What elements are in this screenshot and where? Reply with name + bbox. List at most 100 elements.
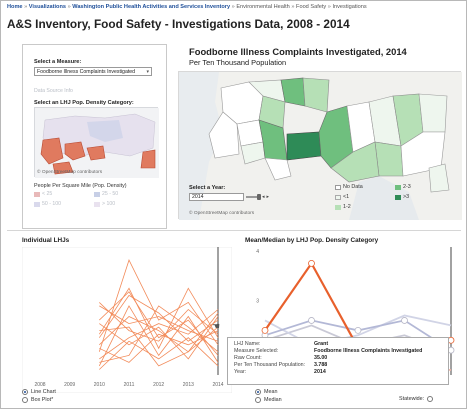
radio-icon[interactable] xyxy=(427,396,434,402)
hover-tooltip: LHJ Name: Grant Measure Selected: Foodbo… xyxy=(227,337,449,385)
tooltip-value: Foodborne Illness Complaints Investigate… xyxy=(314,348,423,354)
choropleth-svg xyxy=(179,72,462,220)
density-region-selected[interactable] xyxy=(40,137,64,165)
legend-swatch xyxy=(335,184,341,190)
density-point[interactable] xyxy=(308,259,315,267)
density-legend-item[interactable]: 25 - 50 xyxy=(94,191,118,197)
y-tick-label: 3 xyxy=(256,299,259,305)
tooltip-row: Measure Selected: Foodborne Illness Comp… xyxy=(234,348,442,355)
county-region[interactable] xyxy=(330,141,380,183)
legend-swatch xyxy=(395,184,401,190)
breadcrumb-inventory[interactable]: Washington Public Health Activities and … xyxy=(72,4,231,10)
radio-icon[interactable] xyxy=(22,389,28,395)
tooltip-value: Grant xyxy=(314,341,329,347)
lines-options: Line Chart Box Plot* xyxy=(22,389,56,403)
lhj-line-chart[interactable]: 2008 2009 2010 2011 2012 2013 2014 xyxy=(22,247,232,393)
density-region-selected[interactable] xyxy=(64,141,86,161)
legend-label: <1 xyxy=(343,194,350,200)
tooltip-row: Year: 2014 xyxy=(234,369,442,376)
lhj-series-line[interactable] xyxy=(98,294,219,342)
lhj-series-line[interactable] xyxy=(98,259,219,352)
density-legend-item[interactable]: < 25 xyxy=(34,191,52,197)
county-region[interactable] xyxy=(374,141,404,177)
chevron-down-icon: ▾ xyxy=(146,68,149,75)
density-legend-item[interactable]: > 100 xyxy=(94,201,115,207)
map-legend-item[interactable]: No Data xyxy=(335,184,363,190)
breadcrumb-separator: » xyxy=(327,4,331,10)
density-point[interactable] xyxy=(354,326,362,334)
density-region-selected[interactable] xyxy=(86,145,106,161)
option-box-plot[interactable]: Box Plot* xyxy=(22,397,56,403)
lhj-series-line[interactable] xyxy=(99,316,219,360)
density-region-selected[interactable] xyxy=(140,149,156,169)
option-label: Box Plot* xyxy=(31,397,54,403)
lhj-series-line[interactable] xyxy=(99,330,219,363)
lhj-series-line[interactable] xyxy=(98,287,219,350)
density-point[interactable] xyxy=(308,317,315,324)
option-median[interactable]: Median xyxy=(255,397,282,403)
choropleth-map[interactable]: Select a Year: 2014 ◂ ▸ © OpenStreetMap … xyxy=(178,71,462,220)
year-selector: Select a Year: 2014 ◂ ▸ xyxy=(189,185,269,201)
density-series-line[interactable] xyxy=(264,314,452,347)
breadcrumb-separator: » xyxy=(24,4,28,10)
breadcrumb-environmental-health: Environmental Health xyxy=(236,4,290,10)
option-label: Median xyxy=(264,397,282,403)
county-region[interactable] xyxy=(236,119,264,147)
option-mean[interactable]: Mean xyxy=(255,389,282,395)
county-region[interactable] xyxy=(208,111,240,159)
statewide-toggle[interactable]: Statewide: xyxy=(399,396,434,402)
year-slider-handle[interactable] xyxy=(256,194,261,200)
option-label: Mean xyxy=(264,389,278,395)
map-legend-item[interactable]: >3 xyxy=(395,194,409,200)
chevron-left-icon[interactable]: ◂ xyxy=(261,194,265,200)
chevron-right-icon[interactable]: ▸ xyxy=(266,194,269,200)
map-legend-item[interactable]: <1 xyxy=(335,194,349,200)
county-region[interactable] xyxy=(428,163,450,193)
density-point[interactable] xyxy=(261,326,269,334)
legend-swatch xyxy=(335,204,341,210)
legend-label: 1-2 xyxy=(343,204,351,210)
tooltip-row: Per Ten Thousand Population: 3.788 xyxy=(234,362,442,369)
section-divider xyxy=(7,230,461,231)
cursor-icon: ☚ xyxy=(212,321,221,331)
density-region-selected[interactable] xyxy=(52,161,74,175)
county-region[interactable] xyxy=(400,131,446,177)
county-region[interactable] xyxy=(264,157,292,181)
density-label: Select an LHJ Pop. Density Category: xyxy=(34,100,134,106)
tooltip-key: LHJ Name: xyxy=(234,341,261,347)
breadcrumb-investigations: Investigations xyxy=(332,4,367,10)
tooltip-value: 3.788 xyxy=(314,362,328,368)
map-legend-item[interactable]: 2-3 xyxy=(395,184,411,190)
county-region[interactable] xyxy=(418,93,448,133)
density-map-svg xyxy=(35,108,159,178)
lhj-series-line[interactable] xyxy=(99,337,219,370)
legend-label: No Data xyxy=(343,184,363,190)
lhj-series-line[interactable] xyxy=(98,305,219,367)
legend-label: 25 - 50 xyxy=(102,191,119,197)
lhj-series-line[interactable] xyxy=(99,312,219,367)
breadcrumb-home[interactable]: Home xyxy=(7,4,23,10)
breadcrumb-visualizations[interactable]: Visualizations xyxy=(28,4,66,10)
chart-frame xyxy=(22,247,232,393)
density-filter-map[interactable]: © OpenStreetMap contributors xyxy=(34,107,159,178)
data-source-link[interactable]: Data Source Info xyxy=(34,88,73,94)
radio-icon[interactable] xyxy=(255,397,261,403)
map-legend-item[interactable]: 1-2 xyxy=(335,204,351,210)
county-region[interactable] xyxy=(286,131,322,161)
option-line-chart[interactable]: Line Chart xyxy=(22,389,56,395)
density-point[interactable] xyxy=(401,317,408,324)
measure-dropdown[interactable]: Foodborne Illness Complaints Investigate… xyxy=(34,67,152,76)
radio-icon[interactable] xyxy=(22,397,28,403)
tooltip-row: Raw Count: 35.00 xyxy=(234,355,442,362)
radio-icon[interactable] xyxy=(255,389,261,395)
density-region-urban xyxy=(87,120,123,142)
legend-swatch xyxy=(34,191,40,197)
x-tick-label: 2014 xyxy=(212,382,223,388)
legend-swatch xyxy=(335,194,341,200)
year-slider[interactable] xyxy=(246,194,261,200)
lhj-series-line[interactable] xyxy=(99,302,219,342)
page-title: A&S Inventory, Food Safety - Investigati… xyxy=(7,17,350,31)
year-input[interactable]: 2014 xyxy=(189,193,245,201)
density-legend-item[interactable]: 50 - 100 xyxy=(34,201,61,207)
lhj-series-line[interactable] xyxy=(99,309,219,360)
